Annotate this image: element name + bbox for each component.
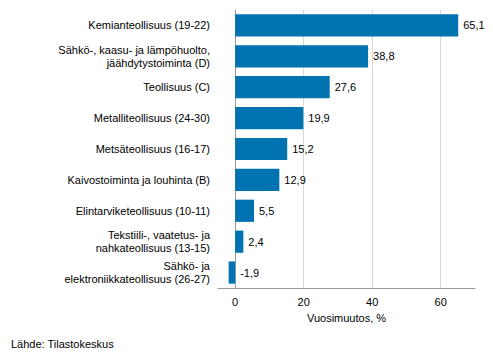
- svg-text:Metalliteollisuus (24-30): Metalliteollisuus (24-30): [94, 112, 210, 124]
- svg-text:Elintarviketeollisuus (10-11): Elintarviketeollisuus (10-11): [76, 205, 210, 217]
- svg-text:5,5: 5,5: [259, 205, 274, 217]
- svg-text:38,8: 38,8: [373, 50, 394, 62]
- svg-text:nahkateollisuus (13-15): nahkateollisuus (13-15): [96, 242, 210, 254]
- svg-text:65,1: 65,1: [463, 19, 484, 31]
- svg-text:Kemianteollisuus (19-22): Kemianteollisuus (19-22): [88, 19, 210, 31]
- svg-text:19,9: 19,9: [308, 112, 329, 124]
- svg-text:40: 40: [366, 296, 378, 308]
- svg-text:Vuosimuutos, %: Vuosimuutos, %: [307, 312, 386, 324]
- svg-text:27,6: 27,6: [335, 81, 356, 93]
- svg-text:12,9: 12,9: [284, 174, 305, 186]
- svg-text:Lähde: Tilastokeskus: Lähde: Tilastokeskus: [11, 338, 114, 350]
- svg-text:Teollisuus (C): Teollisuus (C): [143, 81, 210, 93]
- svg-text:elektroniikkateollisuus (26-27: elektroniikkateollisuus (26-27): [64, 273, 210, 285]
- svg-text:Sähkö- ja: Sähkö- ja: [164, 260, 211, 272]
- svg-text:jäähdytystoiminta (D): jäähdytystoiminta (D): [106, 57, 210, 69]
- svg-text:Kaivostoiminta ja louhinta (B): Kaivostoiminta ja louhinta (B): [68, 174, 210, 186]
- svg-text:20: 20: [298, 296, 310, 308]
- svg-text:15,2: 15,2: [292, 143, 313, 155]
- svg-text:Tekstiili-, vaatetus- ja: Tekstiili-, vaatetus- ja: [108, 229, 211, 241]
- svg-text:Sähkö-, kaasu- ja lämpöhuolto,: Sähkö-, kaasu- ja lämpöhuolto,: [58, 44, 210, 56]
- svg-text:60: 60: [435, 296, 447, 308]
- svg-text:2,4: 2,4: [248, 236, 263, 248]
- svg-text:0: 0: [232, 296, 238, 308]
- svg-text:-1,9: -1,9: [240, 267, 259, 279]
- svg-text:Metsäteollisuus (16-17): Metsäteollisuus (16-17): [96, 143, 210, 155]
